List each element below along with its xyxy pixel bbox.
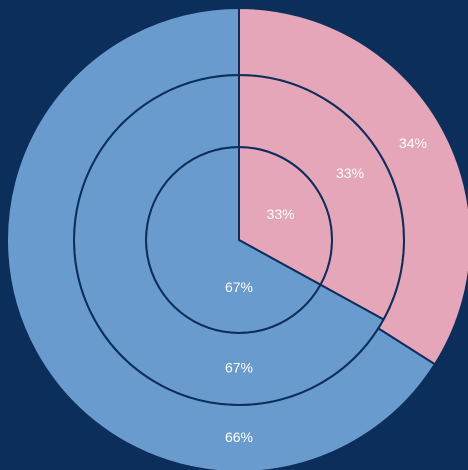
data-label: 66% xyxy=(225,429,253,445)
data-label: 34% xyxy=(399,135,427,151)
pie-slice xyxy=(6,6,437,470)
data-label: 67% xyxy=(225,360,253,376)
data-label: 33% xyxy=(267,206,295,222)
pie-slice xyxy=(238,6,468,366)
data-label: 33% xyxy=(336,165,364,181)
data-label: 67% xyxy=(225,279,253,295)
